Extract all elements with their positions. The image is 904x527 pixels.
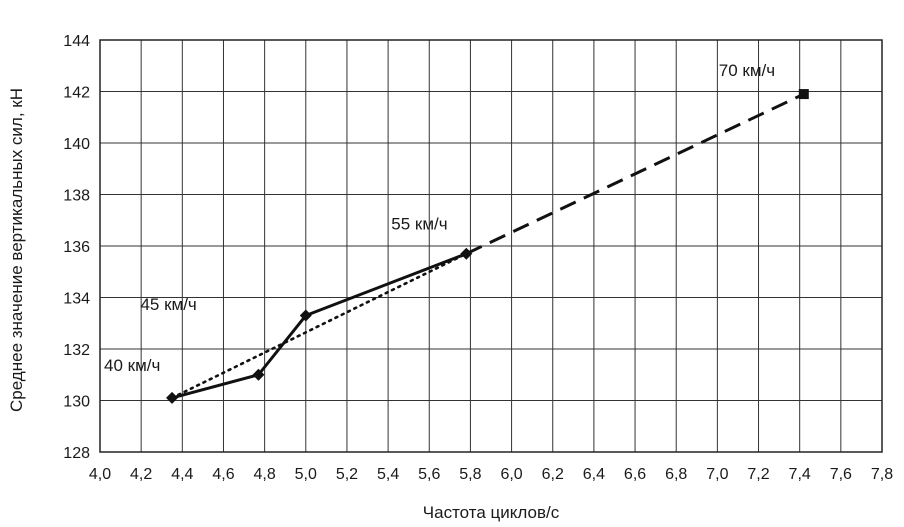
- series-line-dotted: [170, 252, 468, 400]
- y-tick-label: 130: [63, 394, 90, 411]
- annotation-label: 70 км/ч: [719, 61, 775, 80]
- y-tick-label: 134: [63, 291, 90, 308]
- x-tick-label: 4,6: [212, 466, 234, 483]
- x-axis-label: Частота циклов/с: [423, 503, 560, 522]
- y-tick-label: 128: [63, 445, 90, 462]
- x-tick-label: 5,2: [336, 466, 358, 483]
- x-tick-label: 6,4: [583, 466, 605, 483]
- x-tick-label: 5,6: [418, 466, 440, 483]
- grid: [99, 39, 883, 453]
- data-point-diamond: [252, 368, 265, 381]
- x-tick-label: 7,2: [747, 466, 769, 483]
- series-line-solid: [171, 252, 467, 400]
- x-tick-label: 5,8: [459, 466, 481, 483]
- y-tick-label: 144: [63, 33, 90, 50]
- x-tick-label: 4,0: [89, 466, 111, 483]
- y-tick-label: 140: [63, 136, 90, 153]
- plot-frame: [99, 39, 883, 453]
- x-tick-label: 7,4: [789, 466, 811, 483]
- y-tick-label: 142: [63, 85, 90, 102]
- data-point-diamond: [166, 391, 179, 404]
- x-tick-label: 6,2: [542, 466, 564, 483]
- annotation-label: 40 км/ч: [104, 356, 160, 375]
- data-point-square: [798, 89, 809, 100]
- x-tick-label: 4,4: [171, 466, 193, 483]
- x-tick-label: 5,0: [295, 466, 317, 483]
- y-axis-label: Среднее значение вертикальных сил, кН: [7, 88, 26, 412]
- x-tick-label: 7,8: [871, 466, 893, 483]
- series-lines: [170, 92, 805, 400]
- x-tick-label: 7,6: [830, 466, 852, 483]
- x-tick-label: 6,6: [624, 466, 646, 483]
- annotation-label: 45 км/ч: [140, 295, 196, 314]
- series-line-dashed: [465, 92, 805, 256]
- x-tick-label: 4,8: [254, 466, 276, 483]
- y-tick-label: 138: [63, 188, 90, 205]
- annotation-label: 55 км/ч: [391, 215, 447, 234]
- x-tick-label: 7,0: [706, 466, 728, 483]
- series-markers: [166, 89, 809, 404]
- data-point-diamond: [460, 247, 473, 260]
- y-tick-label: 136: [63, 239, 90, 256]
- y-tick-label: 132: [63, 342, 90, 359]
- x-tick-labels: 4,0 4,2 4,4 4,6 4,8 5,0 5,2 5,4 5,6 5,8 6,0 6,2 6,4 6…: [89, 466, 893, 483]
- annotations: 40 км/ч 45 км/ч 55 км/ч 70 км/ч: [104, 61, 775, 375]
- x-tick-label: 6,0: [500, 466, 522, 483]
- x-tick-label: 6,8: [665, 466, 687, 483]
- data-point-diamond: [299, 309, 312, 322]
- x-tick-label: 5,4: [377, 466, 399, 483]
- y-tick-labels: 128 130 132 134 136 138 140 142 144: [63, 33, 90, 462]
- x-tick-label: 4,2: [130, 466, 152, 483]
